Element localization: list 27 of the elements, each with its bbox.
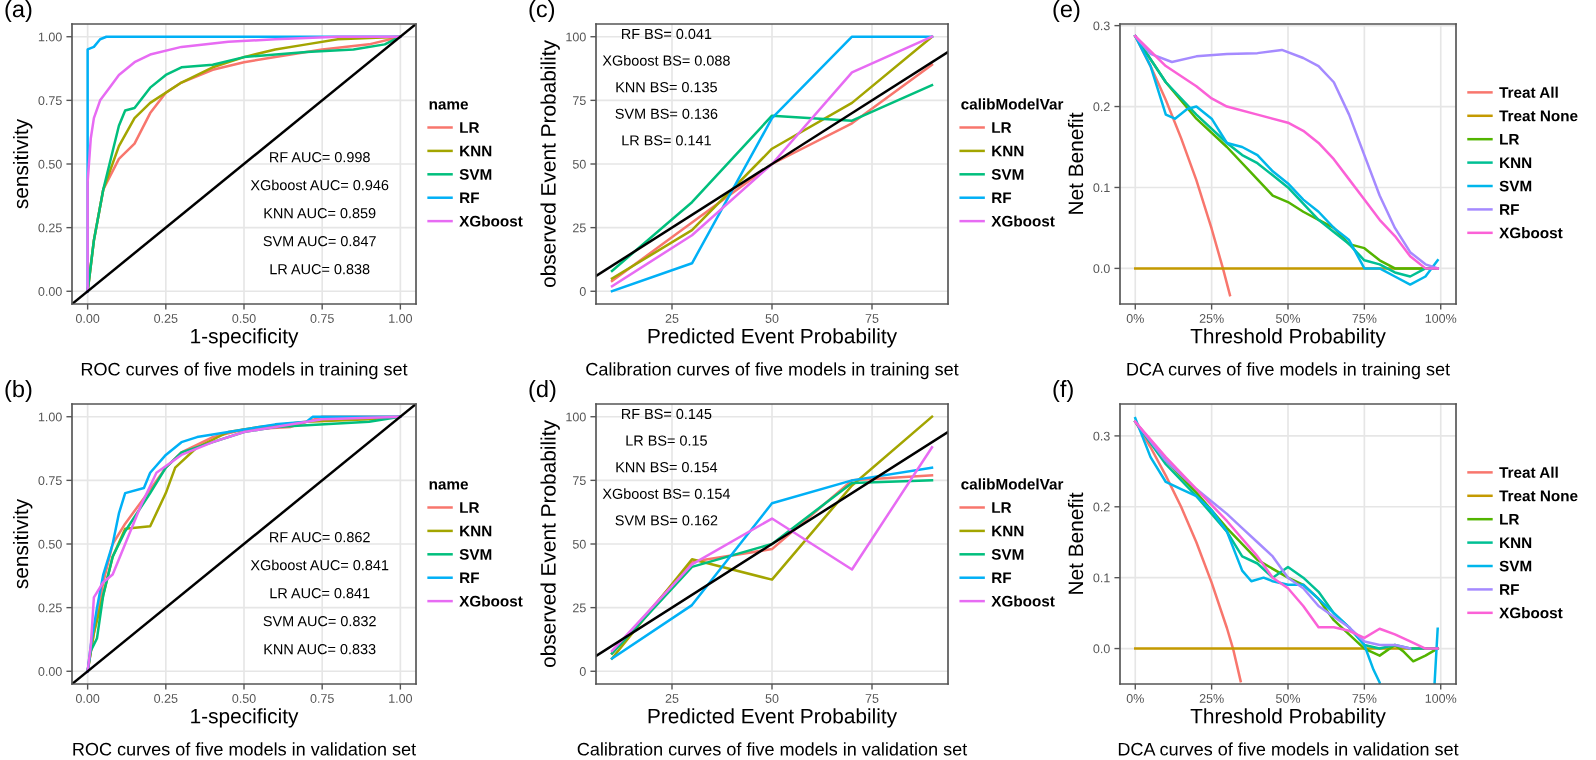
x-axis-title: 1-specificity — [191, 328, 299, 348]
chart-title: (d) — [529, 380, 556, 402]
line-series — [1134, 420, 1242, 683]
chart-title: (a) — [5, 0, 32, 22]
y-axis-title: observed Event Probability — [540, 40, 560, 288]
text: Calibration curves of five models in validation set — [577, 742, 968, 756]
y-axis-title: sensitivity — [12, 118, 33, 209]
chart-title: (b) — [5, 380, 32, 402]
y-axis-title: observed Event Probability — [540, 420, 560, 668]
chart-title: (c) — [529, 0, 555, 22]
line-series — [86, 35, 402, 293]
text: ROC curves of five models in validation set — [73, 742, 416, 756]
text: DCA curves of five models in training set — [1127, 362, 1450, 380]
y-axis-title: Net Benefit — [1067, 112, 1084, 214]
line-series — [86, 415, 402, 673]
x-axis-title: Threshold Probability — [1190, 708, 1386, 728]
chart-title: (f) — [1053, 380, 1073, 402]
y-axis-title: Net Benefit — [1067, 492, 1084, 594]
x-axis-title: Threshold Probability — [1190, 328, 1386, 348]
x-axis-title: Predicted Event Probability — [648, 708, 898, 728]
x-axis-title: Predicted Event Probability — [648, 328, 898, 348]
text: Calibration curves of five models in training set — [586, 362, 959, 380]
text: DCA curves of five models in validation set — [1118, 742, 1459, 756]
x-axis-title: 1-specificity — [191, 708, 299, 728]
text: ROC curves of five models in training set — [81, 362, 408, 380]
y-axis-title: sensitivity — [12, 498, 33, 589]
chart-title: (e) — [1053, 0, 1080, 22]
